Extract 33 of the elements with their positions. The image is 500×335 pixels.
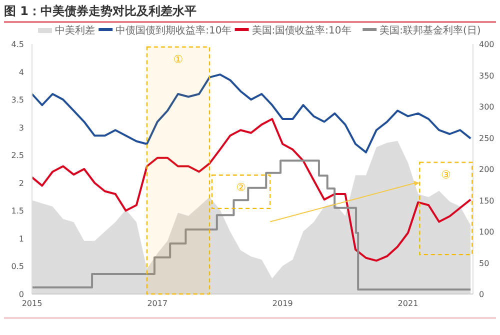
x-tick-label: 2019 [272, 299, 293, 308]
legend-label: 中美利差 [55, 24, 95, 36]
legend-label: 美国:国债收益率:10年 [252, 24, 352, 36]
x-tick-label: 2021 [398, 299, 418, 308]
y2-tick-label: 200 [479, 165, 494, 174]
x-tick-label: 2015 [22, 299, 42, 308]
y2-tick-label: 50 [479, 258, 490, 268]
y-tick-label: 1 [18, 234, 24, 244]
y2-tick-label: 100 [479, 228, 494, 236]
band-label: ① [173, 53, 184, 66]
y-tick-label: 0.5 [11, 262, 24, 272]
y-tick-label: 3 [18, 123, 24, 132]
line-series [31, 74, 472, 154]
y2-tick-label: 0 [479, 290, 484, 299]
y-tick-label: 4.5 [11, 40, 24, 49]
annotation: ③ [440, 168, 451, 182]
y-tick-label: 1.5 [11, 206, 24, 216]
y2-tick-label: 400 [479, 40, 494, 49]
x-tick-label: 2017 [147, 299, 168, 308]
y-tick-label: 0 [18, 290, 24, 299]
y2-tick-label: 300 [479, 102, 494, 112]
y2-tick-label: 250 [479, 134, 494, 143]
legend-label: 美国:联邦基金利率(日) [380, 24, 481, 36]
y-tick-label: 3.5 [11, 96, 24, 105]
y-tick-label: 4 [18, 68, 24, 77]
y-tick-label: 2.5 [11, 151, 24, 160]
y-tick-label: 2 [18, 178, 24, 188]
legend-label: 中债国债到期收益率:10年 [116, 24, 232, 36]
y2-tick-label: 150 [479, 196, 494, 206]
line-series [31, 118, 472, 262]
y2-tick-label: 350 [479, 71, 494, 80]
annotation: ② [236, 181, 246, 194]
chart-title: 图 1：中美债券走势对比及利差水平 [4, 4, 197, 18]
